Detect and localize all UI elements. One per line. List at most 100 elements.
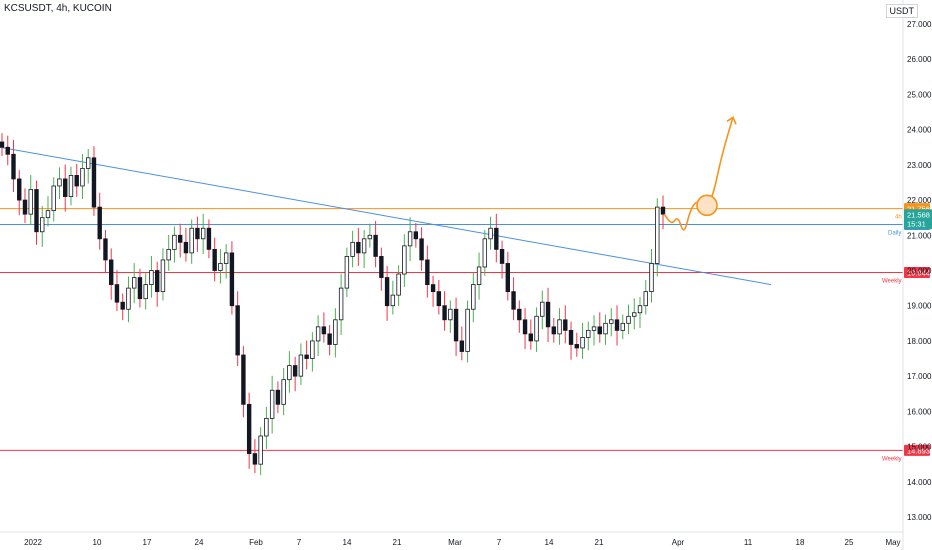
level-tag: Weekly	[882, 456, 902, 462]
candle-body	[580, 337, 585, 349]
y-tick-label: 24.000	[907, 126, 932, 135]
candle-body	[574, 344, 579, 349]
candle-body	[442, 305, 447, 321]
level-price-badge	[904, 266, 930, 278]
candle-body	[344, 256, 350, 289]
candle-body	[281, 379, 286, 405]
candle-body	[57, 178, 62, 187]
candle-body	[177, 234, 183, 243]
candle-body	[264, 417, 269, 437]
candle-body	[591, 326, 597, 331]
candle-body	[212, 248, 217, 271]
x-tick-label: 17	[143, 538, 152, 547]
candle-body	[540, 301, 545, 317]
time-axis: 2022 10 17 24 Feb 7 14 21 Mar 7 14 21 Apr 11 18 25 May	[0, 531, 903, 547]
candle-body	[557, 319, 562, 335]
candle-body	[465, 308, 470, 352]
candle-body	[609, 319, 614, 324]
candle-body	[321, 326, 327, 335]
candle-body	[586, 329, 591, 338]
x-tick-label: 11	[744, 538, 753, 547]
candle-body	[603, 322, 608, 335]
currency-label[interactable]: USDT	[885, 4, 918, 18]
candle-body	[200, 227, 206, 240]
candle-body	[637, 305, 643, 314]
candle-body	[235, 305, 240, 356]
level-price-label: 19.944	[907, 268, 930, 277]
candle-body	[68, 175, 74, 197]
candle-body	[361, 238, 367, 254]
candle-body	[149, 270, 154, 285]
horizontal-levels: 4h21.756Daily21.305Weekly19.944Weekly14.…	[0, 203, 932, 462]
candle-body	[120, 301, 125, 310]
projection-path	[663, 116, 737, 231]
candle-body	[494, 227, 499, 250]
candle-body	[34, 189, 39, 233]
candle-body	[448, 308, 453, 321]
projection-circle	[696, 194, 718, 217]
x-tick-label: 24	[195, 538, 204, 547]
level-tag: Weekly	[882, 278, 902, 284]
candle-body	[269, 389, 275, 419]
candle-body	[649, 263, 654, 293]
candle-body	[597, 326, 602, 335]
y-tick-label: 13.000	[907, 513, 932, 522]
candle-body	[338, 287, 344, 321]
candle-body	[11, 153, 16, 180]
candle-body	[86, 157, 91, 169]
x-tick-label: 14	[545, 538, 554, 547]
candle-body	[91, 157, 97, 208]
candle-body	[499, 248, 505, 264]
candle-body	[241, 354, 246, 405]
candle-body	[413, 231, 419, 240]
candle-body	[522, 319, 528, 335]
x-tick-label: 21	[595, 538, 604, 547]
candle-body	[17, 178, 22, 201]
x-tick-label: 25	[845, 538, 854, 547]
candle-body	[425, 259, 430, 285]
y-tick-label: 14.000	[907, 478, 932, 487]
x-tick-label: Apr	[672, 538, 685, 547]
candle-body	[534, 315, 539, 342]
candle-body	[390, 294, 396, 307]
y-tick-label: 18.000	[907, 337, 932, 346]
x-tick-label: Mar	[448, 538, 462, 547]
y-tick-label: 16.000	[907, 407, 932, 416]
candle-body	[327, 333, 332, 345]
candle-body	[143, 284, 148, 300]
candle-body	[258, 435, 263, 465]
candle-body	[206, 227, 212, 250]
projection-arrowhead	[726, 116, 737, 125]
trendline-segment	[0, 146, 772, 286]
level-tag: Daily	[888, 231, 901, 237]
candle-body	[505, 263, 511, 293]
candle-body	[109, 259, 114, 285]
x-tick-label: 10	[93, 538, 102, 547]
candle-body	[459, 340, 465, 352]
candle-body	[246, 403, 252, 455]
candle-body	[172, 234, 177, 250]
y-tick-label: 22.000	[907, 196, 932, 205]
candle-body	[384, 277, 390, 307]
candle-body	[45, 210, 51, 219]
y-tick-label: 19.000	[907, 302, 932, 311]
level-tag: 4h	[895, 215, 902, 221]
candles	[0, 133, 666, 476]
candle-body	[453, 308, 459, 342]
price-axis: 13.000 14.000 15.000 16.000 17.000 18.000 19.0…	[902, 0, 932, 550]
candle-body	[396, 273, 401, 296]
candle-body	[563, 319, 568, 331]
candle-body	[252, 453, 258, 465]
current-price-badge	[904, 209, 932, 230]
candle-body	[471, 284, 476, 310]
x-tick-label: 18	[796, 538, 805, 547]
candle-body	[154, 270, 160, 293]
candle-body	[511, 291, 516, 310]
candle-body	[22, 199, 28, 215]
candle-body	[80, 167, 85, 187]
candle-body	[551, 326, 556, 335]
candle-body	[310, 340, 315, 359]
symbol-title: KCSUSDT, 4h, KUCOIN	[4, 3, 112, 14]
candle-body	[189, 227, 194, 254]
